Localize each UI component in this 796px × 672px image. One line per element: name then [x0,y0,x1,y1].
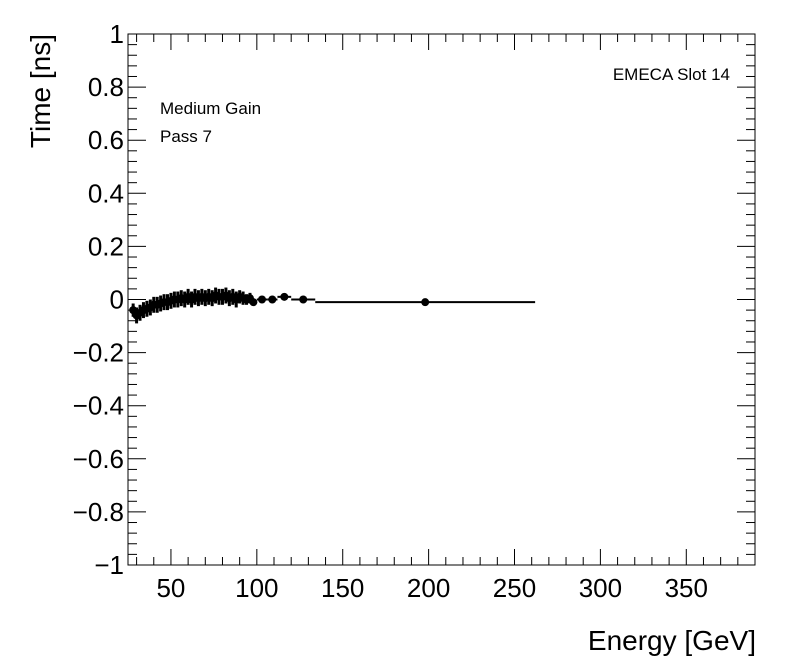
major-ticks [128,33,755,566]
x-tick-label-50: 50 [156,573,185,603]
x-tick-labels: 50 100 150 200 250 300 350 [156,573,707,603]
x-tick-label-100: 100 [235,573,278,603]
x-tick-label-200: 200 [407,573,450,603]
y-tick-labels: −1 −0.8 −0.6 −0.4 −0.2 0 0.2 0.4 0.6 0.8 1 [73,19,124,580]
y-axis-label: Time [ns] [25,34,56,148]
y-tick-label-6: 0.2 [88,231,124,261]
series-0 [129,287,536,324]
y-tick-label-0: −1 [94,550,124,580]
y-tick-label-7: 0.4 [88,178,124,208]
gain-label: Medium Gain [160,99,261,118]
x-axis-label: Energy [GeV] [588,625,756,656]
pass-label: Pass 7 [160,127,212,146]
data-point-37 [268,295,277,304]
y-tick-label-3: −0.4 [73,391,124,421]
y-tick-label-5: 0 [110,285,124,315]
y-tick-label-2: −0.6 [73,444,124,474]
y-tick-label-9: 0.8 [88,72,124,102]
data-series [129,287,536,324]
y-tick-label-10: 1 [110,19,124,49]
data-point-36 [257,295,266,304]
x-tick-label-250: 250 [493,573,536,603]
y-tick-label-4: −0.2 [73,338,124,368]
y-tick-label-1: −0.8 [73,497,124,527]
x-tick-label-150: 150 [321,573,364,603]
y-tick-label-8: 0.6 [88,125,124,155]
x-tick-label-300: 300 [579,573,622,603]
data-point-40 [421,298,430,307]
minor-ticks [128,34,755,565]
data-point-38 [280,292,289,301]
slot-label: EMECA Slot 14 [613,65,730,84]
x-tick-label-350: 350 [665,573,708,603]
data-point-35 [249,298,258,307]
data-point-39 [299,295,308,304]
